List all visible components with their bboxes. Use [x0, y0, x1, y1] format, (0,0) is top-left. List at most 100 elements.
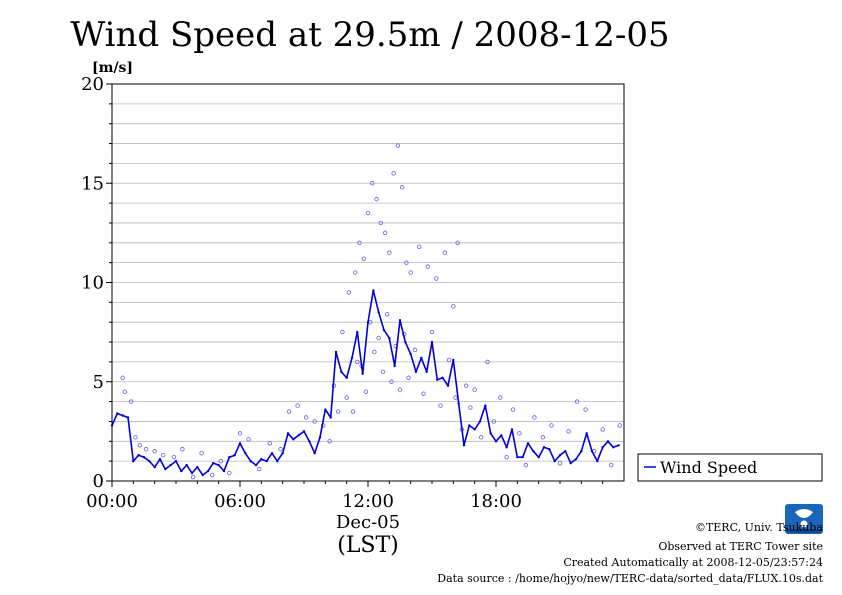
line-point — [249, 459, 252, 463]
data-point — [395, 143, 401, 148]
line-point — [164, 467, 167, 471]
data-point — [438, 403, 443, 408]
line-point — [174, 459, 178, 463]
line-point — [489, 432, 492, 435]
line-point — [601, 446, 604, 449]
chart-title: Wind Speed at 29.5m / 2008-12-05 — [70, 15, 669, 55]
data-point — [434, 276, 439, 281]
line-point — [414, 370, 418, 374]
line-point — [569, 461, 572, 465]
line-point — [233, 453, 236, 457]
line-point — [238, 442, 242, 445]
line-point — [425, 370, 428, 374]
line-point — [606, 440, 610, 443]
line-point — [617, 444, 620, 447]
line-point — [521, 455, 524, 459]
series-line-wind-speed — [111, 289, 619, 476]
data-point — [455, 240, 460, 245]
x-axis-label: (LST) — [337, 533, 399, 558]
line-point — [441, 376, 444, 379]
y-tick-label: 0 — [93, 471, 104, 492]
line-point — [206, 469, 210, 473]
data-point — [417, 244, 422, 249]
footer-site: Observed at TERC Tower site — [658, 540, 823, 553]
line-point — [574, 457, 578, 461]
line-point — [286, 432, 290, 435]
legend: Wind Speed — [637, 453, 823, 482]
data-point — [286, 409, 292, 414]
line-point — [377, 311, 380, 314]
line-point — [505, 446, 508, 449]
data-point — [382, 230, 388, 236]
date-label: Dec-05 — [336, 512, 400, 533]
line-point — [478, 420, 482, 423]
line-point — [564, 450, 567, 453]
line-point — [372, 289, 375, 292]
data-point — [451, 304, 456, 309]
line-point — [409, 352, 412, 356]
data-point — [372, 349, 377, 355]
line-point — [596, 459, 599, 463]
data-point — [380, 369, 386, 375]
footer-source: Data source : /home/hojyo/new/TERC-data/… — [437, 572, 823, 585]
data-point — [303, 415, 309, 420]
line-point — [281, 452, 284, 455]
line-point — [148, 459, 151, 463]
data-point — [218, 458, 223, 464]
data-point — [278, 447, 283, 452]
line-point — [452, 358, 455, 362]
data-point — [478, 435, 484, 440]
data-point — [446, 357, 452, 363]
line-point — [260, 457, 263, 461]
data-point — [357, 240, 362, 245]
line-point — [158, 457, 162, 461]
line-point — [398, 319, 402, 322]
data-point — [152, 449, 157, 454]
line-point — [126, 416, 130, 419]
line-point — [612, 446, 615, 449]
data-point — [485, 359, 490, 365]
data-point — [353, 270, 358, 275]
data-point — [237, 431, 243, 436]
footer: ©TERC, Univ. Tsukuba Observed at TERC To… — [437, 521, 823, 585]
data-point — [295, 403, 300, 408]
legend-box — [637, 453, 823, 482]
line-point — [382, 328, 386, 332]
sample-points — [120, 143, 622, 480]
line-point — [153, 465, 156, 469]
line-point — [190, 471, 194, 475]
line-point — [558, 453, 562, 457]
data-point — [498, 395, 503, 400]
data-point — [412, 347, 418, 353]
line-point — [526, 442, 530, 445]
x-tick-label: 12:00 — [342, 491, 394, 512]
data-point — [583, 407, 588, 412]
data-point — [340, 329, 345, 335]
line-point — [217, 463, 220, 467]
data-point — [442, 250, 447, 255]
data-point — [453, 395, 458, 400]
x-tick-label: 18:00 — [470, 491, 522, 512]
line-point — [276, 459, 279, 463]
data-point — [609, 462, 614, 468]
line-point — [532, 450, 535, 453]
line-point — [340, 370, 343, 374]
data-point — [350, 409, 356, 414]
data-point — [463, 383, 469, 388]
data-point — [429, 329, 435, 335]
data-point — [335, 409, 341, 414]
line-point — [473, 428, 476, 431]
line-point — [270, 452, 274, 455]
data-point — [549, 423, 554, 428]
data-point — [312, 419, 317, 424]
line-point — [430, 340, 434, 344]
line-point — [516, 455, 519, 459]
line-point — [228, 455, 231, 459]
line-point — [500, 434, 503, 437]
line-point — [329, 416, 332, 419]
line-point — [222, 469, 226, 473]
data-point — [468, 405, 473, 410]
data-point — [540, 435, 546, 440]
data-point — [346, 290, 351, 295]
y-axis: 0 5 10 15 20 — [81, 74, 112, 492]
